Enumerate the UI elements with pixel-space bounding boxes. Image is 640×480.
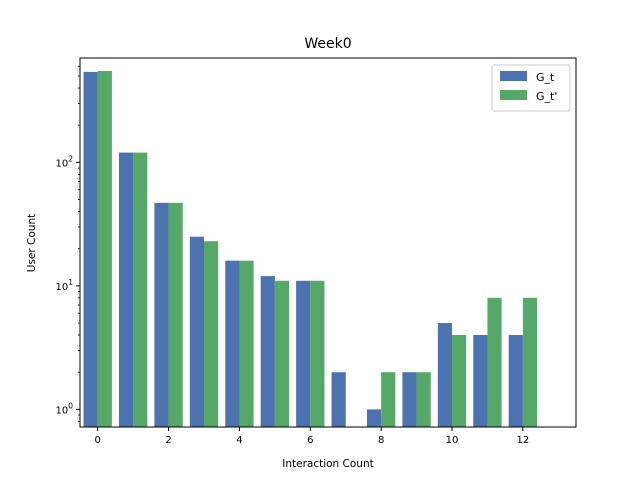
bar-series-1-x-5: [260, 276, 275, 427]
bar-series-1-x-9: [402, 372, 417, 427]
x-tick-label: 0: [95, 435, 101, 446]
bar-series-1-x-4: [225, 260, 240, 427]
bar-series-2-x-1: [133, 152, 148, 427]
x-tick-label: 2: [165, 435, 171, 446]
y-axis-label: User Count: [26, 214, 38, 272]
x-tick-label: 10: [446, 435, 459, 446]
bar-series-1-x-12: [508, 335, 523, 427]
x-tick-label: 8: [378, 435, 384, 446]
bar-series-1-x-3: [189, 236, 204, 427]
bar-series-1-x-8: [366, 409, 382, 427]
chart-title: Week0: [304, 36, 351, 52]
bar-series-1-x-2: [154, 202, 169, 427]
x-axis-label: Interaction Count: [282, 458, 374, 470]
bar-series-1-x-11: [473, 335, 488, 427]
y-tick-label: 101: [55, 278, 73, 293]
legend-label-2: G_t': [536, 90, 557, 103]
legend-swatch-1: [500, 71, 527, 81]
legend: G_t G_t': [491, 64, 571, 112]
bar-series-2-x-11: [487, 297, 502, 427]
bar-series-1-x-7: [331, 372, 346, 427]
bar-series-1-x-6: [296, 280, 311, 427]
ticks-layer: 0 2 4 6 8 10 12 100 101 102: [55, 65, 529, 446]
bars-layer: [83, 70, 538, 427]
bar-series-2-x-5: [274, 280, 290, 427]
bar-series-2-x-2: [168, 202, 183, 427]
x-tick-label: 12: [516, 435, 529, 446]
bar-series-1-x-10: [437, 323, 452, 427]
y-tick-label: 100: [55, 401, 73, 416]
y-tick-label: 102: [55, 154, 73, 169]
bar-series-2-x-8: [381, 372, 396, 427]
bar-series-2-x-12: [522, 297, 538, 427]
legend-swatch-2: [500, 90, 527, 100]
bar-series-2-x-0: [97, 70, 112, 427]
bar-series-2-x-9: [416, 372, 431, 427]
bar-series-2-x-4: [239, 260, 254, 427]
bar-series-2-x-10: [452, 335, 467, 427]
bar-series-1-x-1: [118, 152, 134, 427]
x-tick-label: 6: [307, 435, 313, 446]
bar-series-2-x-6: [310, 280, 325, 427]
bar-series-2-x-3: [204, 241, 219, 427]
bar-series-1-x-0: [83, 71, 98, 427]
plot-frame: [79, 57, 577, 428]
x-tick-label: 4: [236, 435, 242, 446]
legend-label-1: G_t: [536, 71, 555, 84]
